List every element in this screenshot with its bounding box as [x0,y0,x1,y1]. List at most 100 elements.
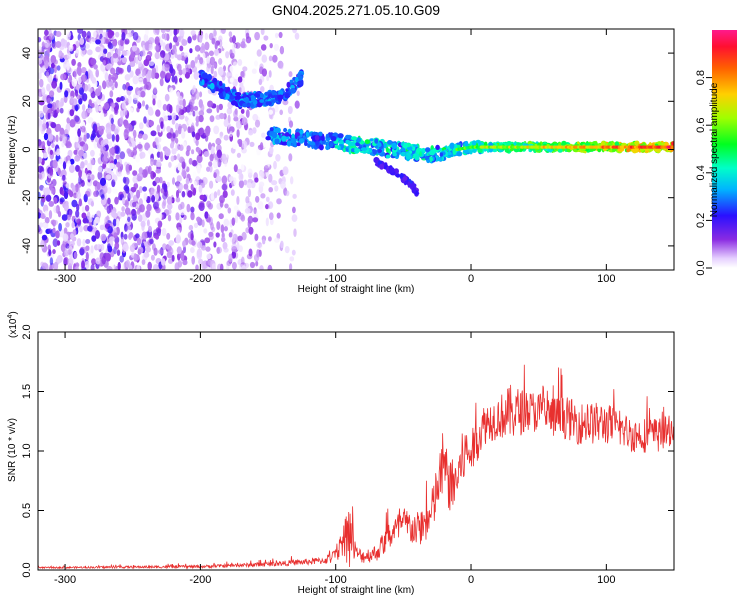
spectrogram-noise-cell [143,33,149,43]
spectrogram-noise-cell [91,235,97,242]
spectrogram-trace-cell [342,147,346,153]
spectrogram-noise-cell [259,265,264,270]
spectrogram-noise-cell [162,199,167,207]
spectrogram-noise-cell [175,212,180,221]
spectrogram-noise-cell [83,143,88,151]
spectrogram-trace-cell [406,152,411,157]
spectrogram-trace-cell [259,99,265,103]
spectrogram-noise-cell [213,70,218,78]
spectrogram-noise-cell [62,161,67,170]
spectrogram-noise-cell [79,248,85,256]
spectrogram-noise-cell [73,69,78,79]
spectrogram-trace-cell [281,141,288,146]
spectrogram-noise-cell [231,261,237,270]
spectrogram-noise-cell [95,88,101,97]
spectrogram-noise-cell [160,29,166,34]
spectrogram-noise-cell [154,72,160,79]
spectrogram-trace-cell [234,92,242,96]
spectrogram-noise-cell [152,98,156,106]
spectrogram-noise-cell [224,203,229,209]
spectrogram-noise-cell [269,218,274,226]
spectrogram-noise-cell [179,210,185,216]
spectrogram-noise-cell [248,226,254,235]
spectrogram-noise-cell [53,219,58,226]
spectrogram-noise-cell [80,172,87,181]
spectrogram-noise-cell [245,109,250,118]
spectrogram-noise-cell [153,86,158,94]
spectrogram-trace-cell [350,136,358,141]
spectrogram-noise-cell [210,192,215,201]
spectrogram-noise-cell [55,134,59,143]
spectrogram-noise-cell [70,96,74,104]
spectrogram-noise-cell [228,232,233,238]
spectrogram-noise-cell [193,222,199,228]
spectrogram-noise-cell [163,183,168,193]
spectrogram-noise-cell [218,66,224,76]
spectrogram-noise-cell [138,61,143,68]
spectrogram-noise-cell [145,29,149,36]
spectrogram-noise-cell [233,164,238,173]
spectrogram-noise-cell [177,125,182,135]
spectrogram-noise-cell [157,99,162,109]
spectrogram-noise-cell [252,113,259,121]
spectrogram-noise-cell [164,64,170,72]
spectrogram-noise-cell [210,65,214,75]
spectrogram-noise-cell [136,208,141,215]
spectrogram-noise-cell [269,146,274,155]
spectrogram-noise-cell [48,210,53,219]
spectrogram-noise-cell [38,156,43,164]
spectrogram-noise-cell [85,260,90,270]
spectrogram-noise-cell [100,146,106,152]
spectrogram-trace-cell [271,90,276,96]
spectrogram-noise-cell [87,117,94,124]
spectrogram-noise-cell [65,123,71,133]
spectrogram-noise-cell [76,203,80,212]
spectrogram-noise-cell [140,90,146,98]
spectrogram-noise-cell [153,229,159,237]
spectrogram-noise-cell [71,221,75,229]
spectrogram-noise-cell [268,187,274,193]
spectrogram-noise-cell [106,205,112,214]
spectrogram-noise-cell [129,244,136,253]
spectrogram-trace-cell [274,127,281,134]
spectrogram-noise-cell [217,189,221,196]
spectrogram-noise-cell [182,106,188,113]
spectrogram-noise-cell [91,103,95,108]
spectrogram-noise-cell [206,267,212,270]
spectrogram-noise-cell [39,78,44,88]
spectrogram-noise-cell [138,214,143,222]
spectrogram-noise-cell [199,127,204,135]
spectrogram-noise-cell [121,206,125,212]
spectrogram-noise-cell [103,150,109,157]
spectrogram-trace-cell [621,142,627,147]
snr-y-tick-label: 1.0 [21,443,33,458]
spectrogram-noise-cell [133,253,137,262]
spectrogram-noise-cell [127,85,134,91]
spectrogram-noise-cell [63,257,69,266]
spectrogram-noise-cell [213,29,217,37]
spectrogram-noise-cell [265,217,269,227]
spectrogram-noise-cell [191,87,195,95]
spectrogram-noise-cell [115,154,120,160]
spectrogram-noise-cell [108,73,112,82]
spectrogram-noise-cell [204,211,209,219]
spectrogram-noise-cell [71,58,76,66]
spectrogram-noise-cell [269,212,274,220]
spectrogram-trace-cell [299,129,304,135]
spectrogram-noise-cell [223,134,229,141]
spectrogram-noise-cell [39,222,44,228]
spectrogram-noise-cell [104,72,109,81]
spectrogram-trace-cell [337,133,344,139]
spectrogram-noise-cell [148,60,155,66]
spectrogram-noise-cell [226,107,233,115]
spectrogram-noise-cell [90,58,97,66]
spectrogram-noise-cell [139,122,144,130]
spectrogram-noise-cell [160,188,165,194]
spectrogram-noise-cell [124,199,129,208]
spectrogram-noise-cell [65,29,69,34]
spectrogram-noise-cell [66,34,71,41]
spectrogram-noise-cell [67,160,71,167]
spectrogram-noise-cell [157,220,163,228]
spectrogram-noise-cell [156,29,160,36]
spectrogram-noise-cell [176,190,179,199]
